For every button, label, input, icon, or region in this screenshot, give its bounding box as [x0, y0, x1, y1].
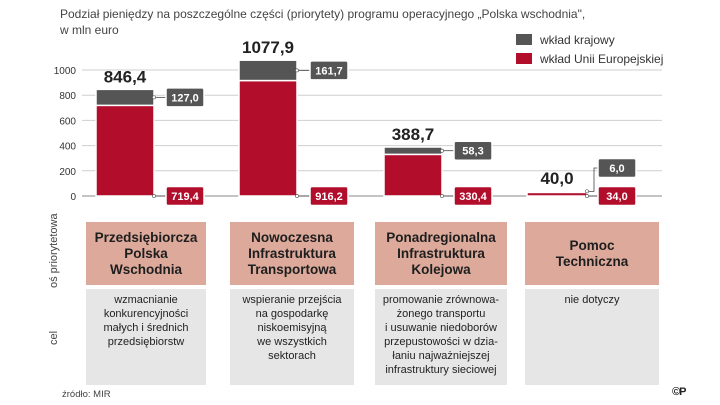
leader-dot-national-4 [585, 189, 589, 194]
callout-national-2-box [309, 60, 349, 81]
legend-swatch-national [516, 34, 532, 45]
callout-eu-4-box [597, 185, 637, 207]
legend-label-eu: wkład Unii Europejskiej [540, 52, 664, 66]
legend-swatch-eu [516, 53, 532, 64]
callout-national-2-label: 161,7 [315, 65, 343, 77]
y-tick-label-400: 400 [59, 142, 76, 153]
goal-box-3: promowanie zrównowa- żonego transportu i… [375, 289, 507, 385]
goal-text-3: promowanie zrównowa- żonego transportu i… [382, 294, 500, 376]
leader-dot-eu-1 [152, 194, 156, 198]
legend-national: wkład krajowy [516, 33, 615, 47]
callout-eu-1-label: 719,4 [171, 191, 199, 203]
y-tick-label-800: 800 [59, 91, 76, 102]
total-label-2: 1077,9 [242, 38, 294, 57]
bar-national-4 [526, 190, 588, 194]
bar-national-1 [95, 88, 155, 107]
priority-name-2: Nowoczesna Infrastruktura Transportowa [247, 229, 337, 277]
priority-name-3: Ponadregionalna Infrastruktura Kolejowa [386, 229, 496, 277]
bar-eu-3 [383, 153, 443, 197]
callout-national-4-label: 6,0 [609, 163, 624, 175]
bar-eu-2 [238, 79, 298, 197]
y-tick-label-0: 0 [70, 192, 76, 203]
goal-text-2: wspieranie przejścia na gospodarkę nisko… [242, 294, 342, 362]
callout-eu-4-label: 34,0 [606, 191, 627, 203]
y-tick-label-1000: 1000 [54, 66, 77, 77]
row-label-priority: oś priorytetowa [48, 213, 60, 288]
priority-box-4: Pomoc Techniczna [525, 222, 659, 285]
leader-dot-national-2 [295, 68, 299, 73]
leader-national-4 [587, 167, 598, 192]
callout-national-1-box [165, 87, 205, 108]
bar-national-2 [238, 59, 298, 82]
callout-national-3-label: 58,3 [462, 146, 483, 158]
goal-text-4: nie dotyczy [564, 294, 620, 306]
total-label-4: 40,0 [540, 169, 573, 188]
total-label-3: 388,7 [392, 125, 435, 144]
title-line-1: Podział pieniędzy na poszczególne części… [60, 7, 586, 21]
priority-box-2: Nowoczesna Infrastruktura Transportowa [230, 222, 354, 285]
total-label-1: 846,4 [104, 67, 147, 86]
leader-dot-eu-2 [295, 194, 299, 198]
bar-eu-1 [95, 104, 155, 197]
callout-eu-3-label: 330,4 [459, 191, 487, 203]
callout-national-3-box [453, 140, 493, 161]
priority-name-4: Pomoc Techniczna [555, 237, 629, 269]
callout-eu-2-box [309, 185, 349, 207]
row-label-goal: cel [48, 330, 60, 345]
priority-name-1: Przedsiębiorcza Polska Wschodnia [94, 229, 198, 277]
callout-eu-3-box [453, 185, 493, 207]
bar-national-3 [383, 146, 443, 156]
title-line-2: w mln euro [60, 23, 119, 37]
source-note: źródło: MIR [62, 389, 111, 400]
bar-chart: 0 200 400 600 800 1000 846,4 127,0 719,4 1077,9 16… [54, 38, 662, 207]
publisher-logo: ©P [672, 386, 686, 398]
goal-box-2: wspieranie przejścia na gospodarkę nisko… [230, 289, 354, 385]
priority-box-3: Ponadregionalna Infrastruktura Kolejowa [375, 222, 507, 285]
y-tick-label-200: 200 [59, 167, 76, 178]
callout-national-4-box [597, 157, 637, 179]
legend-eu: wkład Unii Europejskiej [516, 52, 663, 66]
goal-box-4: nie dotyczy [525, 289, 659, 385]
leader-dot-national-1 [152, 95, 156, 100]
chart-title: Podział pieniędzy na poszczególne części… [60, 6, 620, 38]
callout-national-1-label: 127,0 [171, 92, 199, 104]
leader-dot-national-3 [440, 148, 444, 153]
callout-eu-2-label: 916,2 [315, 191, 343, 203]
leader-dot-eu-3 [440, 194, 444, 198]
goal-text-1: wzmacnianie konkurencyjności małych i śr… [103, 294, 189, 348]
y-tick-label-600: 600 [59, 116, 76, 127]
goal-box-1: wzmacnianie konkurencyjności małych i śr… [86, 289, 206, 385]
priority-box-1: Przedsiębiorcza Polska Wschodnia [86, 222, 206, 285]
callout-eu-1-box [165, 185, 205, 207]
legend-label-national: wkład krajowy [540, 33, 615, 47]
leader-dot-eu-4 [585, 194, 589, 198]
